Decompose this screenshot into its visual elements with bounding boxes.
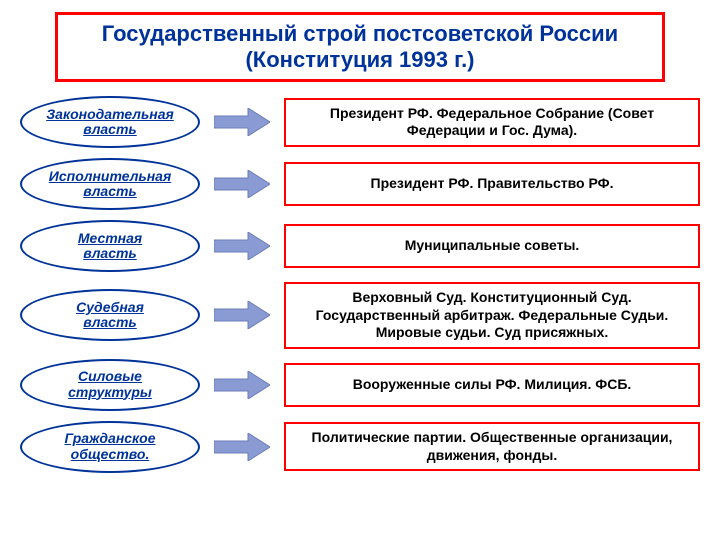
category-ellipse: Законодательная власть [20, 96, 200, 148]
description-box: Вооруженные силы РФ. Милиция. ФСБ. [284, 363, 700, 407]
category-ellipse: Гражданское общество. [20, 421, 200, 473]
category-ellipse: Силовые структуры [20, 359, 200, 411]
diagram-row: Исполнительная власть Президент РФ. Прави… [20, 158, 700, 210]
diagram-title: Государственный строй постсоветской Росс… [55, 12, 665, 82]
category-ellipse: Местная власть [20, 220, 200, 272]
arrow-icon [212, 170, 272, 198]
category-label: Судебная власть [76, 300, 144, 331]
description-box: Политические партии. Общественные органи… [284, 422, 700, 471]
description-box: Президент РФ. Правительство РФ. [284, 162, 700, 206]
description-text: Верховный Суд. Конституционный Суд. Госу… [296, 289, 688, 342]
arrow-icon [212, 433, 272, 461]
description-text: Муниципальные советы. [405, 237, 580, 255]
description-text: Политические партии. Общественные органи… [296, 429, 688, 464]
description-text: Президент РФ. Федеральное Собрание (Сове… [296, 105, 688, 140]
category-label: Исполнительная власть [49, 169, 171, 200]
arrow-icon [212, 108, 272, 136]
arrow-icon [212, 232, 272, 260]
diagram-row: Местная власть Муниципальные советы. [20, 220, 700, 272]
category-label: Гражданское общество. [64, 431, 155, 462]
diagram-row: Законодательная власть Президент РФ. Феде… [20, 96, 700, 148]
diagram-row: Гражданское общество. Политические партии… [20, 421, 700, 473]
category-ellipse: Исполнительная власть [20, 158, 200, 210]
description-box: Верховный Суд. Конституционный Суд. Госу… [284, 282, 700, 349]
title-line1: Государственный строй постсоветской Росс… [70, 21, 650, 47]
category-label: Местная власть [78, 231, 142, 262]
title-line2: (Конституция 1993 г.) [70, 47, 650, 73]
diagram-row: Силовые структуры Вооруженные силы РФ. Ми… [20, 359, 700, 411]
diagram-row: Судебная власть Верховный Суд. Конституци… [20, 282, 700, 349]
diagram-rows: Законодательная власть Президент РФ. Феде… [20, 96, 700, 473]
description-box: Муниципальные советы. [284, 224, 700, 268]
description-text: Вооруженные силы РФ. Милиция. ФСБ. [353, 376, 632, 394]
category-label: Законодательная власть [46, 107, 174, 138]
category-ellipse: Судебная власть [20, 289, 200, 341]
arrow-icon [212, 301, 272, 329]
arrow-icon [212, 371, 272, 399]
description-text: Президент РФ. Правительство РФ. [371, 175, 614, 193]
description-box: Президент РФ. Федеральное Собрание (Сове… [284, 98, 700, 147]
category-label: Силовые структуры [68, 369, 152, 400]
